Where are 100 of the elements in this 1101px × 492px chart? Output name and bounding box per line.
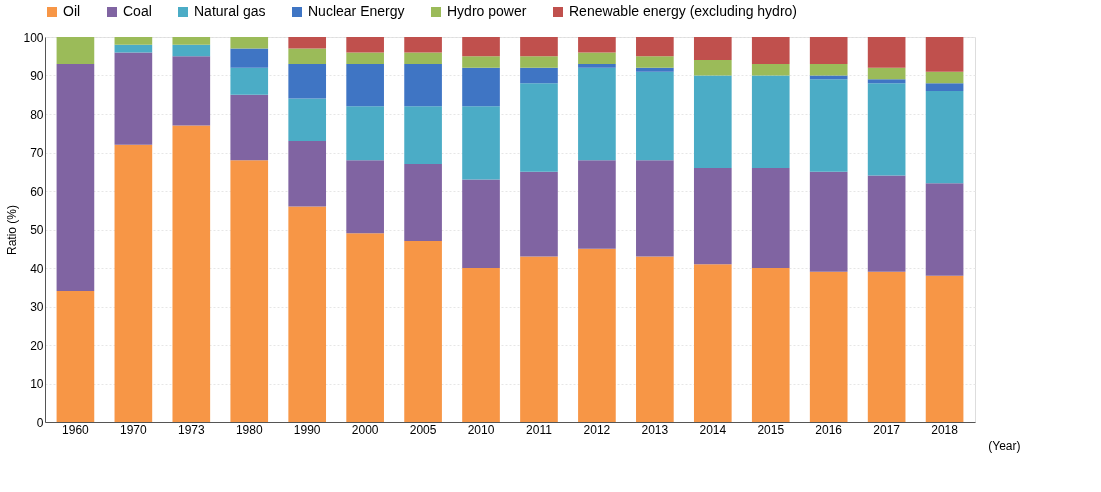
y-tick-label: 30 <box>30 300 44 314</box>
bar <box>56 37 95 64</box>
x-tick-label: 2005 <box>409 422 437 437</box>
bar <box>867 37 906 68</box>
x-tick-label: 2012 <box>583 422 611 437</box>
y-tick-label: 20 <box>30 338 44 353</box>
bar <box>172 125 211 422</box>
bar <box>346 63 384 107</box>
x-tick-label: 2018 <box>931 422 959 437</box>
x-tick-label: 2017 <box>873 422 901 437</box>
x-tick-label: 2011 <box>526 422 553 437</box>
bar <box>925 183 964 276</box>
bar <box>520 56 558 68</box>
bar <box>462 268 500 422</box>
legend-label: Renewable energy (excluding hydro) <box>569 3 798 19</box>
bar <box>636 56 674 68</box>
bar <box>288 48 327 64</box>
bar <box>462 106 500 180</box>
bar <box>751 167 790 268</box>
bar <box>346 160 384 234</box>
x-tick-label: 1980 <box>235 422 263 437</box>
x-tick-label: 1960 <box>62 422 90 437</box>
bar <box>636 67 674 72</box>
bar <box>288 140 327 207</box>
x-tick-label: 1970 <box>120 422 148 437</box>
bar <box>925 37 964 72</box>
bar <box>346 52 384 64</box>
bar <box>462 179 500 268</box>
x-tick-label: 2014 <box>699 422 727 437</box>
bar <box>578 67 616 161</box>
bar <box>346 106 384 161</box>
bar <box>693 60 732 76</box>
y-axis-title: Ratio (%) <box>5 204 20 256</box>
x-tick-label: 1990 <box>293 422 321 437</box>
bar <box>230 48 269 68</box>
bar <box>693 75 732 168</box>
y-tick-label: 60 <box>30 184 44 199</box>
bar <box>751 75 790 168</box>
bar <box>578 63 616 68</box>
bar <box>867 83 906 176</box>
y-tick-label: 90 <box>30 69 44 83</box>
bar <box>462 37 500 57</box>
bar <box>346 233 384 422</box>
bar <box>578 37 616 53</box>
bar <box>114 37 153 45</box>
bar <box>809 171 848 272</box>
x-tick-label: 2013 <box>641 422 669 437</box>
y-tick-label: 70 <box>30 146 44 160</box>
x-tick-label: 2000 <box>351 422 379 437</box>
y-tick-label: 50 <box>30 223 44 237</box>
bar <box>230 94 269 161</box>
y-tick-label: 40 <box>30 261 44 276</box>
bar <box>636 71 674 161</box>
bar <box>230 37 269 49</box>
bar <box>462 56 500 68</box>
x-tick-label: 2015 <box>757 422 785 437</box>
bar <box>520 256 558 422</box>
bar <box>520 37 558 57</box>
bar <box>114 144 153 422</box>
bar <box>404 241 442 422</box>
bar <box>172 56 211 126</box>
y-tick-label: 10 <box>30 377 44 391</box>
legend-label: Nuclear Energy <box>308 3 405 19</box>
x-tick-label: 2010 <box>467 422 495 437</box>
bar <box>404 63 442 107</box>
bar <box>751 63 790 76</box>
x-axis-title: (Year) <box>988 438 1021 453</box>
bar <box>693 167 732 265</box>
bar <box>346 37 384 53</box>
bar <box>288 37 327 49</box>
bar <box>925 71 964 84</box>
bar <box>578 160 616 249</box>
bar <box>867 271 906 422</box>
bar <box>925 83 964 91</box>
bar <box>867 67 906 80</box>
bar <box>462 67 500 107</box>
bar <box>230 160 269 422</box>
bar <box>636 37 674 57</box>
bar <box>230 67 269 95</box>
bar <box>288 63 327 99</box>
bar <box>56 291 95 422</box>
bar <box>172 44 211 57</box>
y-tick-label: 0 <box>36 415 44 430</box>
bar <box>404 52 442 64</box>
bar <box>114 52 153 145</box>
legend-label: Coal <box>123 3 152 19</box>
bar <box>636 256 674 422</box>
bar <box>578 52 616 64</box>
bar <box>693 264 732 422</box>
bar <box>693 37 732 61</box>
legend-label: Oil <box>63 3 81 19</box>
bar <box>520 83 558 172</box>
legend-label: Natural gas <box>194 3 266 19</box>
bar <box>809 37 848 64</box>
y-tick-label: 100 <box>23 30 44 45</box>
bar <box>520 171 558 257</box>
bar <box>867 79 906 84</box>
bar <box>520 67 558 84</box>
bar <box>404 106 442 165</box>
bar <box>578 248 616 422</box>
